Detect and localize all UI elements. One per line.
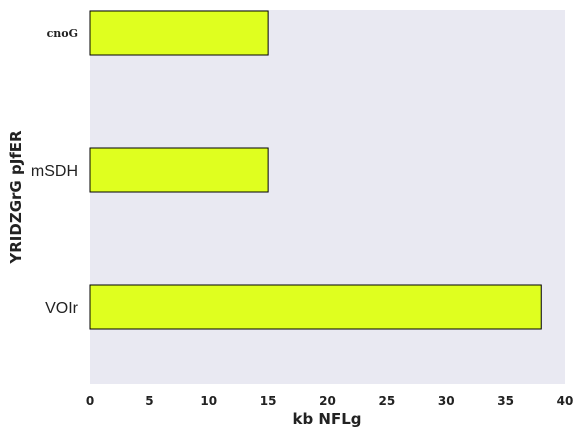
- y-category-label: cnoG: [47, 27, 78, 40]
- x-tick-label: 0: [86, 394, 94, 408]
- x-tick-labels: 0 5 10 15 20 25 30 35 40: [86, 394, 574, 408]
- y-axis-title: YRIDZGrG pJfER: [7, 130, 25, 265]
- y-category-label: mSDH: [31, 163, 78, 180]
- bar-cnoG: [89, 10, 269, 56]
- x-tick-label: 40: [557, 394, 574, 408]
- x-tick-label: 15: [260, 394, 277, 408]
- x-tick-label: 5: [145, 394, 153, 408]
- y-category-label: VOIr: [45, 300, 79, 317]
- bar-VOIr: [89, 284, 542, 330]
- x-tick-label: 20: [319, 394, 336, 408]
- x-tick-label: 25: [379, 394, 396, 408]
- bar-mSDH: [89, 147, 269, 193]
- x-tick-label: 10: [200, 394, 217, 408]
- x-axis-title: kb NFLg: [292, 410, 361, 428]
- bars: [89, 10, 542, 330]
- x-tick-label: 35: [497, 394, 514, 408]
- y-category-labels: cnoG mSDH VOIr: [31, 27, 79, 317]
- x-tick-label: 30: [438, 394, 455, 408]
